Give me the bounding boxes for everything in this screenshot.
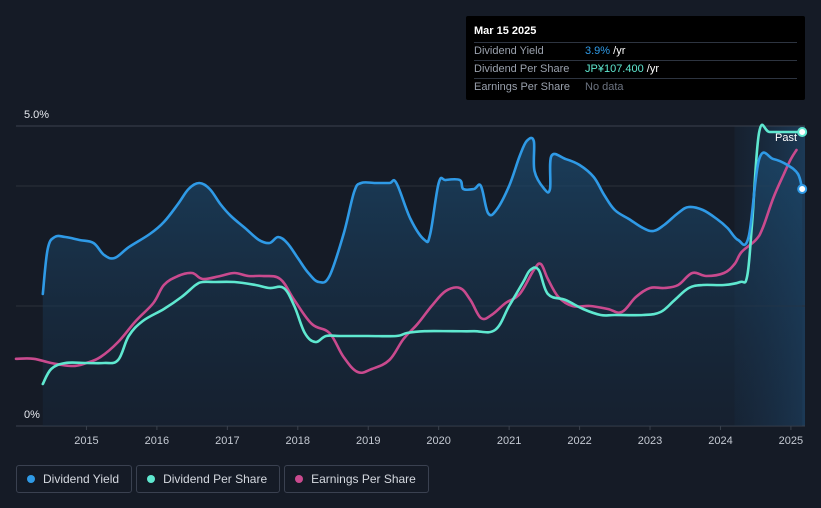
legend-item-earnings-per-share[interactable]: Earnings Per Share bbox=[284, 465, 429, 493]
x-tick-label: 2019 bbox=[356, 435, 380, 447]
x-tick-label: 2015 bbox=[74, 435, 98, 447]
tooltip-label: Dividend Yield bbox=[474, 45, 544, 57]
legend-dot-icon bbox=[27, 475, 35, 483]
tooltip-panel: Mar 15 2025 Dividend Yield 3.9% /yr Divi… bbox=[466, 16, 805, 100]
past-label: Past bbox=[775, 132, 797, 144]
tooltip-value: JP¥107.400 bbox=[585, 63, 644, 75]
dividend-yield-line bbox=[41, 136, 804, 296]
legend-label: Earnings Per Share bbox=[311, 472, 416, 486]
x-tick-label: 2025 bbox=[779, 435, 803, 447]
x-tick-label: 2022 bbox=[567, 435, 591, 447]
x-tick-label: 2020 bbox=[426, 435, 450, 447]
legend-item-dividend-per-share[interactable]: Dividend Per Share bbox=[136, 465, 281, 493]
dividend-yield-end-marker bbox=[797, 184, 808, 194]
tooltip-value: 3.9% bbox=[585, 45, 611, 57]
y-axis-label-min: 0% bbox=[24, 409, 40, 421]
tooltip-value: No data bbox=[585, 81, 624, 93]
chart-legend: Dividend Yield Dividend Per Share Earnin… bbox=[16, 465, 429, 493]
dividend-per-share-line bbox=[41, 123, 804, 386]
x-tick-label: 2018 bbox=[286, 435, 310, 447]
legend-dot-icon bbox=[147, 475, 156, 483]
tooltip-row-dividend-per-share: Dividend Per Share JP¥107.400 /yr bbox=[474, 60, 797, 78]
tooltip-date: Mar 15 2025 bbox=[474, 25, 537, 37]
x-tick-label: 2016 bbox=[145, 435, 169, 447]
dividend-yield-area bbox=[42, 137, 803, 426]
tooltip-label: Dividend Per Share bbox=[474, 63, 570, 75]
tooltip-suffix: /yr bbox=[643, 63, 659, 75]
x-tick-label: 2017 bbox=[215, 435, 239, 447]
y-axis-label-max: 5.0% bbox=[24, 109, 49, 121]
x-tick-label: 2024 bbox=[708, 435, 732, 447]
legend-dot-icon bbox=[295, 475, 304, 483]
earnings-per-share-line bbox=[14, 148, 798, 375]
legend-item-dividend-yield[interactable]: Dividend Yield bbox=[16, 465, 133, 493]
tooltip-row-dividend-yield: Dividend Yield 3.9% /yr bbox=[474, 42, 797, 60]
legend-label: Dividend Per Share bbox=[163, 472, 268, 486]
tooltip-label: Earnings Per Share bbox=[474, 81, 570, 93]
tooltip-suffix: /yr bbox=[610, 45, 626, 57]
tooltip-row-earnings-per-share: Earnings Per Share No data bbox=[474, 78, 797, 96]
x-tick-label: 2021 bbox=[497, 435, 521, 447]
legend-label: Dividend Yield bbox=[43, 472, 120, 486]
dividend-per-share-end-marker bbox=[797, 127, 808, 137]
x-tick-label: 2023 bbox=[638, 435, 662, 447]
